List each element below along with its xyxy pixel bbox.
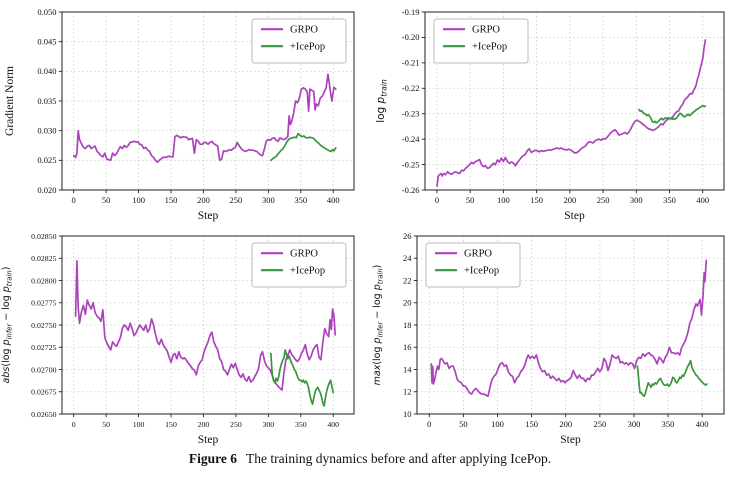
svg-text:14: 14 xyxy=(403,364,412,374)
svg-text:200: 200 xyxy=(198,420,210,429)
svg-text:50: 50 xyxy=(459,419,468,429)
svg-text:200: 200 xyxy=(197,195,210,205)
svg-text:250: 250 xyxy=(597,195,610,205)
chart-abs-log-diff: 0 50 100 150 200 250 300 350 400 0.02650 0.02675 0.… xyxy=(1,232,355,446)
svg-text:log ptrain: log ptrain xyxy=(375,79,388,123)
svg-text:GRPO: GRPO xyxy=(464,249,492,260)
svg-text:12: 12 xyxy=(403,387,412,397)
svg-text:0.02800: 0.02800 xyxy=(31,276,56,285)
svg-text:max(log pinfer − log ptrain): max(log pinfer − log ptrain) xyxy=(372,265,384,386)
svg-text:0.02675: 0.02675 xyxy=(31,388,56,397)
svg-text:0: 0 xyxy=(435,195,439,205)
svg-text:50: 50 xyxy=(102,420,110,429)
svg-text:250: 250 xyxy=(593,419,606,429)
svg-text:0: 0 xyxy=(72,420,76,429)
svg-text:26: 26 xyxy=(403,231,412,241)
svg-text:GRPO: GRPO xyxy=(290,25,318,36)
svg-text:0.050: 0.050 xyxy=(37,7,56,17)
chart-cell-abs-log-diff: 0 50 100 150 200 250 300 350 400 0.02650 0.02675 0.… xyxy=(0,224,370,448)
chart-cell-gradient-norm: 0 50 100 150 200 250 300 350 400 0.020 0.025 0.030 0… xyxy=(0,0,370,224)
svg-text:0.035: 0.035 xyxy=(37,96,56,106)
svg-text:-0.23: -0.23 xyxy=(402,109,420,119)
svg-text:Step: Step xyxy=(560,434,581,446)
svg-text:150: 150 xyxy=(525,419,538,429)
svg-text:400: 400 xyxy=(696,195,709,205)
svg-text:400: 400 xyxy=(327,420,339,429)
svg-text:0.025: 0.025 xyxy=(37,155,56,165)
svg-text:16: 16 xyxy=(403,342,412,352)
svg-text:-0.24: -0.24 xyxy=(402,134,420,144)
svg-text:0.02825: 0.02825 xyxy=(31,254,56,263)
svg-text:-0.19: -0.19 xyxy=(402,7,420,17)
svg-text:GRPO: GRPO xyxy=(472,25,500,36)
svg-text:400: 400 xyxy=(696,419,709,429)
svg-text:50: 50 xyxy=(466,195,475,205)
svg-text:0.02750: 0.02750 xyxy=(31,321,56,330)
svg-text:-0.26: -0.26 xyxy=(402,185,420,195)
svg-text:350: 350 xyxy=(295,420,307,429)
svg-text:100: 100 xyxy=(491,419,504,429)
svg-text:150: 150 xyxy=(165,420,177,429)
svg-text:100: 100 xyxy=(132,195,145,205)
svg-text:100: 100 xyxy=(497,195,510,205)
svg-text:0.020: 0.020 xyxy=(37,185,56,195)
svg-text:abs(log pinfer − log ptrain): abs(log pinfer − log ptrain) xyxy=(1,267,13,384)
svg-text:0.045: 0.045 xyxy=(37,36,56,46)
svg-text:+IcePop: +IcePop xyxy=(290,42,325,53)
figure-caption-text: The training dynamics before and after a… xyxy=(245,451,552,466)
svg-text:300: 300 xyxy=(630,195,643,205)
svg-text:250: 250 xyxy=(230,195,243,205)
svg-text:18: 18 xyxy=(403,320,412,330)
svg-text:0.030: 0.030 xyxy=(37,125,56,135)
chart-max-log-diff: 0 50 100 150 200 250 300 350 400 10 12 14 16 18 20 22 24… xyxy=(372,231,725,446)
svg-text:0.02650: 0.02650 xyxy=(31,410,56,419)
chart-log-p-train: 0 50 100 150 200 250 300 350 400 -0.26 -0.25 -0.24 -… xyxy=(375,7,725,222)
svg-text:250: 250 xyxy=(230,420,242,429)
svg-text:10: 10 xyxy=(403,409,412,419)
chart-gradient-norm: 0 50 100 150 200 250 300 350 400 0.020 0.025 0.030 0… xyxy=(4,7,355,222)
chart-cell-max-log-diff: 0 50 100 150 200 250 300 350 400 10 12 14 16 18 20 22 24… xyxy=(370,224,740,448)
svg-text:0: 0 xyxy=(72,195,76,205)
svg-text:300: 300 xyxy=(262,195,275,205)
svg-text:350: 350 xyxy=(294,195,307,205)
svg-text:+IcePop: +IcePop xyxy=(472,42,507,53)
svg-text:150: 150 xyxy=(530,195,543,205)
svg-text:100: 100 xyxy=(133,420,145,429)
svg-text:22: 22 xyxy=(403,275,412,285)
svg-text:400: 400 xyxy=(327,195,340,205)
svg-text:350: 350 xyxy=(663,195,676,205)
svg-text:200: 200 xyxy=(559,419,572,429)
svg-text:-0.21: -0.21 xyxy=(402,58,420,68)
svg-text:24: 24 xyxy=(403,253,412,263)
svg-text:300: 300 xyxy=(628,419,641,429)
svg-text:Gradient Norm: Gradient Norm xyxy=(4,66,16,136)
svg-text:0.040: 0.040 xyxy=(37,66,56,76)
svg-text:0.02725: 0.02725 xyxy=(31,343,56,352)
figure-caption: Figure 6 The training dynamics before and… xyxy=(0,451,740,467)
svg-text:0.02775: 0.02775 xyxy=(31,299,56,308)
chart-cell-log-p-train: 0 50 100 150 200 250 300 350 400 -0.26 -0.25 -0.24 -… xyxy=(370,0,740,224)
svg-text:20: 20 xyxy=(403,298,412,308)
svg-text:+IcePop: +IcePop xyxy=(464,266,499,277)
svg-text:Step: Step xyxy=(198,434,219,446)
svg-text:Step: Step xyxy=(198,210,219,222)
svg-text:200: 200 xyxy=(563,195,576,205)
svg-text:0.02700: 0.02700 xyxy=(31,365,56,374)
svg-text:GRPO: GRPO xyxy=(290,249,318,260)
svg-text:-0.25: -0.25 xyxy=(402,159,420,169)
svg-text:50: 50 xyxy=(102,195,111,205)
svg-text:0.02850: 0.02850 xyxy=(31,232,56,241)
svg-text:350: 350 xyxy=(662,419,675,429)
svg-text:0: 0 xyxy=(427,419,431,429)
svg-text:-0.22: -0.22 xyxy=(402,83,420,93)
svg-text:300: 300 xyxy=(262,420,274,429)
svg-text:+IcePop: +IcePop xyxy=(290,266,325,277)
svg-text:Step: Step xyxy=(564,210,585,222)
svg-text:150: 150 xyxy=(165,195,178,205)
figure-caption-label: Figure 6 xyxy=(188,451,237,466)
svg-text:-0.20: -0.20 xyxy=(402,32,420,42)
